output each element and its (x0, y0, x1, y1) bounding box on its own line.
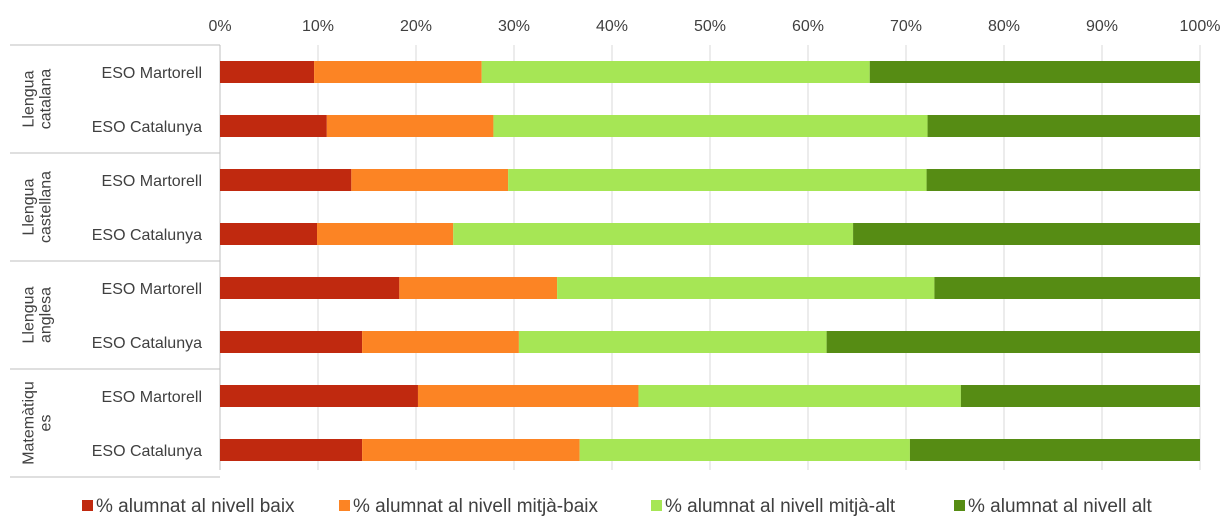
bar-segment (638, 385, 961, 407)
bar-segment (508, 169, 927, 191)
group-label-line: anglesa (38, 287, 55, 343)
x-axis-ticks: 0% 10% 20% 30% 40% 50% 60% 70% 80% 90% 100% (208, 18, 1220, 35)
bar-segment (351, 169, 509, 191)
legend-label: % alumnat al nivell mitjà-baix (353, 496, 598, 517)
group-label-line: Llengua (21, 70, 38, 127)
category-label: ESO Catalunya (92, 443, 202, 460)
bar-segment (960, 385, 1200, 407)
legend-label: % alumnat al nivell baix (96, 496, 295, 517)
x-tick-label: 60% (792, 18, 824, 35)
bar-segment (220, 223, 318, 245)
bar-segment (220, 385, 418, 407)
bar-segment (579, 439, 910, 461)
bar-segment (220, 61, 315, 83)
bar-segment (399, 277, 558, 299)
bar-segment (220, 439, 363, 461)
x-tick-label: 90% (1086, 18, 1118, 35)
group-label-line: Llengua (21, 178, 38, 235)
legend-label: % alumnat al nivell mitjà-alt (665, 496, 896, 517)
bar-segment (934, 277, 1200, 299)
x-tick-label: 50% (694, 18, 726, 35)
bar-segment (362, 439, 580, 461)
bars (220, 61, 1200, 461)
x-tick-label: 80% (988, 18, 1020, 35)
bar-segment (220, 331, 363, 353)
legend-marker (339, 500, 350, 511)
bar-segment (869, 61, 1200, 83)
bar-segment (453, 223, 854, 245)
group-label: Llenguaanglesa (21, 286, 55, 343)
category-label: ESO Martorell (102, 281, 202, 298)
category-label: ESO Martorell (102, 389, 202, 406)
group-label-line: castellana (38, 171, 55, 243)
bar-segment (417, 385, 639, 407)
bar-segment (853, 223, 1200, 245)
category-label: ESO Catalunya (92, 119, 202, 136)
group-label-line: Matemàtiqu (21, 381, 38, 465)
category-label: ESO Martorell (102, 65, 202, 82)
bar-segment (314, 61, 482, 83)
legend-marker (651, 500, 662, 511)
bar-segment (493, 115, 928, 137)
legend-marker (954, 500, 965, 511)
x-tick-label: 70% (890, 18, 922, 35)
bar-segment (220, 115, 327, 137)
group-label: Llenguacastellana (21, 171, 55, 243)
group-labels: LlenguacatalanaLlenguacastellanaLlenguaa… (21, 69, 55, 465)
bar-segment (317, 223, 454, 245)
category-labels: ESO Martorell ESO Catalunya ESO Martorell E… (92, 65, 202, 460)
category-label: ESO Catalunya (92, 335, 202, 352)
bar-segment (557, 277, 935, 299)
bar-segment (481, 61, 870, 83)
legend-label: % alumnat al nivell alt (968, 496, 1152, 517)
group-label: Llenguacatalana (21, 69, 55, 130)
bar-segment (362, 331, 519, 353)
group-label: Matemàtiques (21, 381, 55, 465)
bar-segment (326, 115, 494, 137)
x-tick-label: 100% (1180, 18, 1221, 35)
legend: % alumnat al nivell baix % alumnat al niv… (82, 496, 1152, 517)
bar-segment (518, 331, 827, 353)
bar-segment (826, 331, 1200, 353)
legend-marker (82, 500, 93, 511)
group-label-line: es (38, 415, 55, 432)
bar-segment (909, 439, 1200, 461)
x-tick-label: 20% (400, 18, 432, 35)
x-tick-label: 10% (302, 18, 334, 35)
group-label-line: catalana (38, 69, 55, 130)
bar-segment (220, 169, 352, 191)
group-label-line: Llengua (21, 286, 38, 343)
x-tick-label: 30% (498, 18, 530, 35)
x-tick-label: 40% (596, 18, 628, 35)
x-tick-label: 0% (208, 18, 231, 35)
bar-segment (927, 115, 1200, 137)
category-label: ESO Martorell (102, 173, 202, 190)
bar-segment (220, 277, 400, 299)
category-label: ESO Catalunya (92, 227, 202, 244)
bar-segment (926, 169, 1200, 191)
